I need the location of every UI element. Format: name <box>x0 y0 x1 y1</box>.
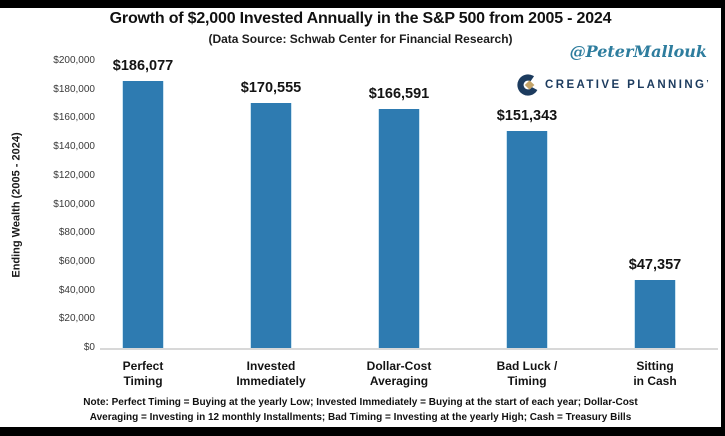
y-axis-tick-label: $60,000 <box>58 255 95 267</box>
bar-value-label: $186,077 <box>112 58 174 74</box>
y-axis-tick-label: $80,000 <box>58 227 95 239</box>
y-axis-tick-labels: $0 $20,000 $40,000 $60,000 $80,000 $100,000 $1… <box>0 8 95 427</box>
bar-slot: $151,343 <box>463 61 591 348</box>
creative-planning-wordmark: CREATIVE PLANNING’ <box>545 79 711 91</box>
x-axis-label: Bad Luck / Timing <box>496 359 558 388</box>
footnote: Note: Perfect Timing = Buying at the yea… <box>0 396 721 425</box>
x-axis-line <box>100 348 718 350</box>
chart-canvas: Growth of $2,000 Invested Annually in th… <box>0 8 721 427</box>
y-axis-tick-label: $180,000 <box>53 83 95 95</box>
twitter-handle: @PeterMallouk <box>569 42 707 61</box>
bar-value-label: $151,343 <box>496 107 558 124</box>
bar-value-label: $47,357 <box>628 257 682 273</box>
x-axis-label: Sitting in Cash <box>633 359 677 388</box>
bar <box>378 108 420 348</box>
bar <box>250 103 292 348</box>
x-axis-label: Invested Immediately <box>236 359 306 388</box>
bar-value-label: $166,591 <box>368 85 430 102</box>
bar-plot-area: $186,077 $170,555 $166,591 $151,343 $47,357 <box>79 58 719 348</box>
chart-title: Growth of $2,000 Invested Annually in th… <box>109 10 612 27</box>
y-axis-tick-label: $20,000 <box>58 313 95 325</box>
bar-slot: $166,591 <box>335 61 463 348</box>
bar <box>634 280 676 348</box>
x-axis-labels: Perfect Timing Invested Immediately Dollar… <box>79 359 719 389</box>
footnote-line-2: Averaging = Investing in 12 monthly Inst… <box>89 411 632 423</box>
x-axis-label: Perfect Timing <box>122 359 164 388</box>
y-axis-tick-label: $100,000 <box>53 198 95 210</box>
y-axis-tick-label: $40,000 <box>58 284 95 296</box>
y-axis-tick-label: $0 <box>83 342 95 353</box>
y-axis-tick-label: $200,000 <box>53 55 95 66</box>
y-axis-tick-label: $160,000 <box>53 112 95 124</box>
bar-slot: $186,077 <box>79 58 207 348</box>
bar <box>122 81 164 348</box>
x-axis-label: Dollar-Cost Averaging <box>366 359 432 388</box>
y-axis-tick-label: $120,000 <box>53 169 95 181</box>
trademark-mark: ’ <box>706 79 711 88</box>
bar-slot: $47,357 <box>591 61 719 348</box>
bar-value-label: $170,555 <box>240 80 302 97</box>
creative-planning-c-icon <box>517 74 539 96</box>
chart-subtitle: (Data Source: Schwab Center for Financia… <box>208 32 513 46</box>
bar-slot: $170,555 <box>207 61 335 348</box>
footnote-line-1: Note: Perfect Timing = Buying at the yea… <box>83 397 638 408</box>
y-axis-tick-label: $140,000 <box>53 141 95 153</box>
bar <box>506 130 548 348</box>
creative-planning-logo: CREATIVE PLANNING’ <box>517 74 711 96</box>
